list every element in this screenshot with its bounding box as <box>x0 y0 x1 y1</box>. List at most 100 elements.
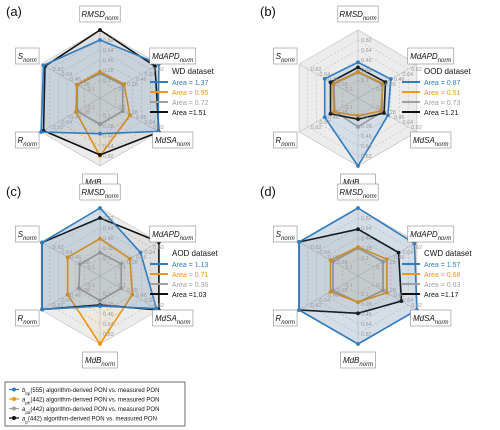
tick-label: 0.46 <box>70 255 81 261</box>
series-line-0 <box>298 207 418 345</box>
panel-label: (b) <box>260 4 276 19</box>
tick-label: 0.64 <box>103 226 114 232</box>
data-point <box>356 164 360 168</box>
tick-label: 0.28 <box>127 260 138 266</box>
tick-label: 0.82 <box>411 245 422 251</box>
data-point <box>328 289 333 294</box>
tick-label: 0.82 <box>311 245 322 251</box>
data-point <box>40 307 44 312</box>
radar-panel-0: (a)0.10.280.460.640.820.10.280.460.640.8… <box>6 4 215 191</box>
data-point <box>386 113 390 118</box>
data-point <box>153 64 157 69</box>
axis-label: MdBnorm <box>343 356 373 368</box>
legend-entry: Area = 0.95 <box>172 90 208 97</box>
tick-label: 0.64 <box>145 72 156 78</box>
tick-label: 0.1 <box>88 283 96 289</box>
tick-label: 0.64 <box>403 120 414 126</box>
tick-label: 0.46 <box>136 255 147 261</box>
data-point <box>130 292 135 297</box>
tick-label: 0.46 <box>361 236 372 242</box>
legend-entry: Area = 0.68 <box>424 272 460 279</box>
tick-label: 0.82 <box>411 303 422 309</box>
data-point <box>98 250 102 255</box>
data-point <box>154 306 159 311</box>
tick-label: 0.46 <box>328 255 339 261</box>
tick-label: 0.46 <box>70 293 81 299</box>
panel-label: (d) <box>260 184 276 199</box>
tick-label: 0.64 <box>103 144 114 150</box>
data-point <box>356 206 360 210</box>
axis-label-box <box>410 309 452 327</box>
radar-panel-2: (c)0.10.280.460.640.820.10.280.460.640.8… <box>6 183 219 369</box>
tick-label: 0.64 <box>61 72 72 78</box>
legend-entry: Area = 1.57 <box>424 262 460 269</box>
tick-label: 0.82 <box>103 38 114 44</box>
figure-legend-entry: ap(442) algorithm-derived PON vs. measur… <box>22 417 157 425</box>
data-point <box>74 82 79 87</box>
legend-marker <box>12 406 16 411</box>
legend-entry: Area = 0.36 <box>172 282 208 289</box>
axis-label-box <box>15 309 40 327</box>
figure-legend: bbp(555) algorithm-derived PON vs. measu… <box>4 381 186 427</box>
axis-label: Snorm <box>18 230 37 242</box>
tick-label: 0.1 <box>103 292 111 298</box>
tick-label: 0.1 <box>118 87 126 93</box>
tick-label: 0.46 <box>394 115 405 121</box>
data-point <box>356 300 360 305</box>
tick-label: 0.28 <box>385 288 396 294</box>
tick-label: 0.28 <box>337 288 348 294</box>
tick-label: 0.46 <box>136 293 147 299</box>
tick-label: 0.1 <box>346 105 354 111</box>
tick-label: 0.1 <box>376 265 384 271</box>
tick-label: 0.64 <box>403 298 414 304</box>
tick-label: 0.82 <box>153 245 164 251</box>
tick-label: 0.64 <box>319 120 330 126</box>
axis-label: RMSDnorm <box>339 188 376 200</box>
tick-label: 0.46 <box>103 236 114 242</box>
legend-title: WD dataset <box>172 67 215 76</box>
axis-spoke <box>298 241 359 277</box>
data-point <box>41 63 46 68</box>
tick-label: 0.46 <box>328 77 339 83</box>
data-point <box>65 255 70 260</box>
axis-label: Rnorm <box>276 136 295 148</box>
data-point <box>98 298 102 303</box>
data-point <box>322 76 327 81</box>
axis-spoke <box>40 241 101 277</box>
tick-label: 0.1 <box>361 78 369 84</box>
data-point <box>356 60 360 65</box>
tick-label: 0.28 <box>103 124 114 130</box>
tick-label: 0.46 <box>103 58 114 64</box>
tick-label: 0.28 <box>79 260 90 266</box>
data-point <box>356 245 360 249</box>
tick-label: 0.64 <box>103 322 114 328</box>
axis-spoke <box>40 97 101 133</box>
data-point <box>356 311 360 316</box>
tick-label: 0.28 <box>103 246 114 252</box>
axis-label-box <box>149 225 197 243</box>
tick-label: 0.64 <box>103 48 114 54</box>
legend-title: AOD dataset <box>172 249 219 258</box>
data-point <box>356 227 360 232</box>
panel-label: (c) <box>6 184 21 199</box>
axis-label-box <box>410 131 452 149</box>
legend-entry: Area =1.21 <box>424 110 459 117</box>
tick-label: 0.64 <box>361 48 372 54</box>
tick-label: 0.82 <box>361 38 372 44</box>
tick-label: 0.28 <box>361 68 372 74</box>
tick-label: 0.82 <box>53 67 64 73</box>
legend-entry: Area = 1.13 <box>172 262 208 269</box>
panel-label: (a) <box>6 4 22 19</box>
tick-label: 0.1 <box>118 265 126 271</box>
axis-label: Snorm <box>18 52 37 64</box>
data-point <box>77 262 82 267</box>
data-point <box>128 256 132 261</box>
axis-label-box <box>337 5 379 23</box>
tick-label: 0.28 <box>337 82 348 88</box>
axis-label: RMSDnorm <box>81 10 118 22</box>
axis-label: MdAPDnorm <box>410 230 451 242</box>
data-point <box>399 299 404 303</box>
legend-title: CWD dataset <box>424 249 472 258</box>
axis-label: Snorm <box>276 230 295 242</box>
